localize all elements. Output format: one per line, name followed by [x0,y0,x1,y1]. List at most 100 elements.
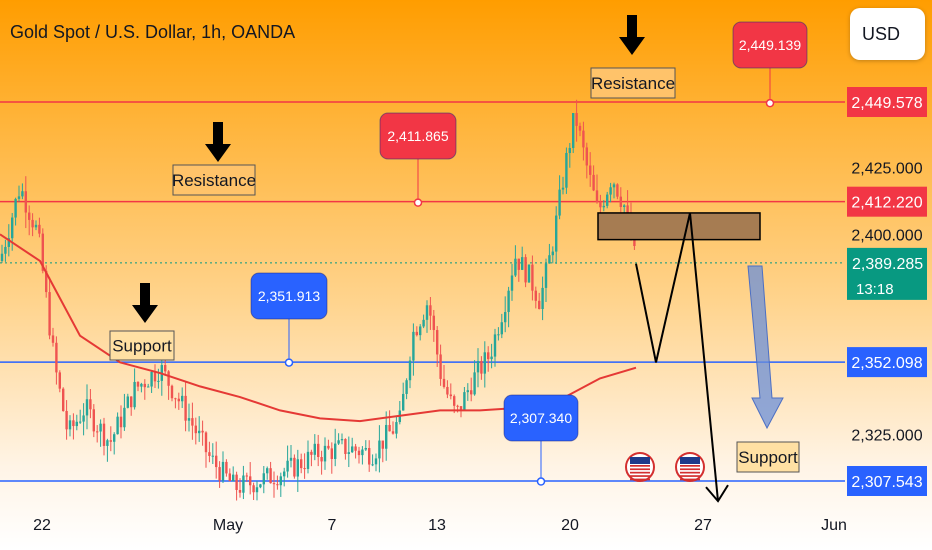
candle-body [170,385,174,399]
candle-body [140,383,143,387]
candle-body [153,371,157,382]
projection-path [635,212,719,502]
candle-body [595,190,599,202]
candle-body [279,476,282,486]
candle-body [381,440,384,449]
candle-body [371,464,374,466]
candle-body [408,360,412,381]
flag-stripe [680,465,700,467]
candle-body [510,275,514,291]
candle-body [7,238,10,247]
candle-body [527,264,531,283]
resistance-label-box [172,164,256,196]
candle-body [313,443,316,455]
candle-body [238,489,242,493]
x-tick-label: 7 [328,517,337,534]
candle-body [388,424,391,432]
candle-body [442,378,446,387]
candle-body [334,443,337,459]
candle-body [470,390,473,395]
candle-body [548,255,551,264]
candle-body [92,409,95,432]
candle-body [453,396,456,406]
candle-body [476,360,480,373]
candle-body [208,452,211,456]
flag-stripe [630,468,650,471]
candle-body [194,425,197,434]
candle-body [221,461,225,481]
price-callout-label: 2,307.340 [510,410,572,426]
candle-body [463,392,466,411]
candle-body [11,217,14,239]
candle-body [286,460,289,472]
flag-stripe [680,475,700,477]
candle-body [480,360,483,374]
current-price-value: 2,389.285 [852,256,923,273]
candle-body [541,287,544,310]
flag-canton [680,457,700,464]
candle-body [218,467,221,481]
arrow-down-icon [619,15,645,55]
candle-body [575,113,578,126]
candle-body [68,420,72,430]
candle-body [157,380,160,382]
candle-body [136,381,140,387]
candle-body [310,451,313,455]
supply-zone-box [597,212,761,241]
candle-body [259,484,262,488]
candle-body [599,201,602,208]
candle-body [102,423,106,446]
candle-body [82,415,85,422]
candle-body [568,147,571,153]
candle-body [133,381,136,408]
candle-body [323,445,327,462]
candle-body [187,418,191,421]
candle-body [65,410,68,430]
candle-body [405,380,408,394]
price-callout [250,272,328,320]
candle-body [493,334,497,357]
down-arrow-icon [747,265,784,430]
candle-body [419,326,422,336]
candle-body [531,264,534,291]
candle-body [96,431,99,433]
candle-body [150,371,153,387]
candle-body [589,165,592,175]
candle-body [585,147,588,166]
candle-body [113,434,116,442]
candle-body [272,483,276,485]
candle-body [147,386,150,388]
candle-body [347,452,350,454]
candle-body [31,219,34,228]
candle-body [412,331,415,361]
candle-body [439,354,442,379]
candle-body [204,432,208,453]
candle-body [354,446,357,451]
candle-body [422,319,425,327]
x-tick-label: 13 [428,517,446,534]
support-label: Support [112,337,172,356]
price-scale-tag [847,466,927,496]
candle-body [293,457,296,477]
candle-body [449,394,452,397]
flag-stripe [680,471,700,474]
candle-body [123,407,126,428]
candle-body [466,390,469,393]
candle-body [565,152,568,188]
currency-button[interactable]: USD [850,8,925,60]
support-label-box [736,441,800,473]
candle-body [558,189,561,216]
candle-body [0,253,4,261]
candle-body [245,475,248,477]
price-callout [732,21,808,69]
price-scale-tag [847,87,927,117]
candle-body [534,290,537,301]
x-tick-label: 20 [561,517,579,534]
candle-body [578,125,582,131]
candle-body [619,196,622,207]
price-callout [503,394,579,442]
candle-body [255,487,259,493]
candle-body [303,468,306,470]
